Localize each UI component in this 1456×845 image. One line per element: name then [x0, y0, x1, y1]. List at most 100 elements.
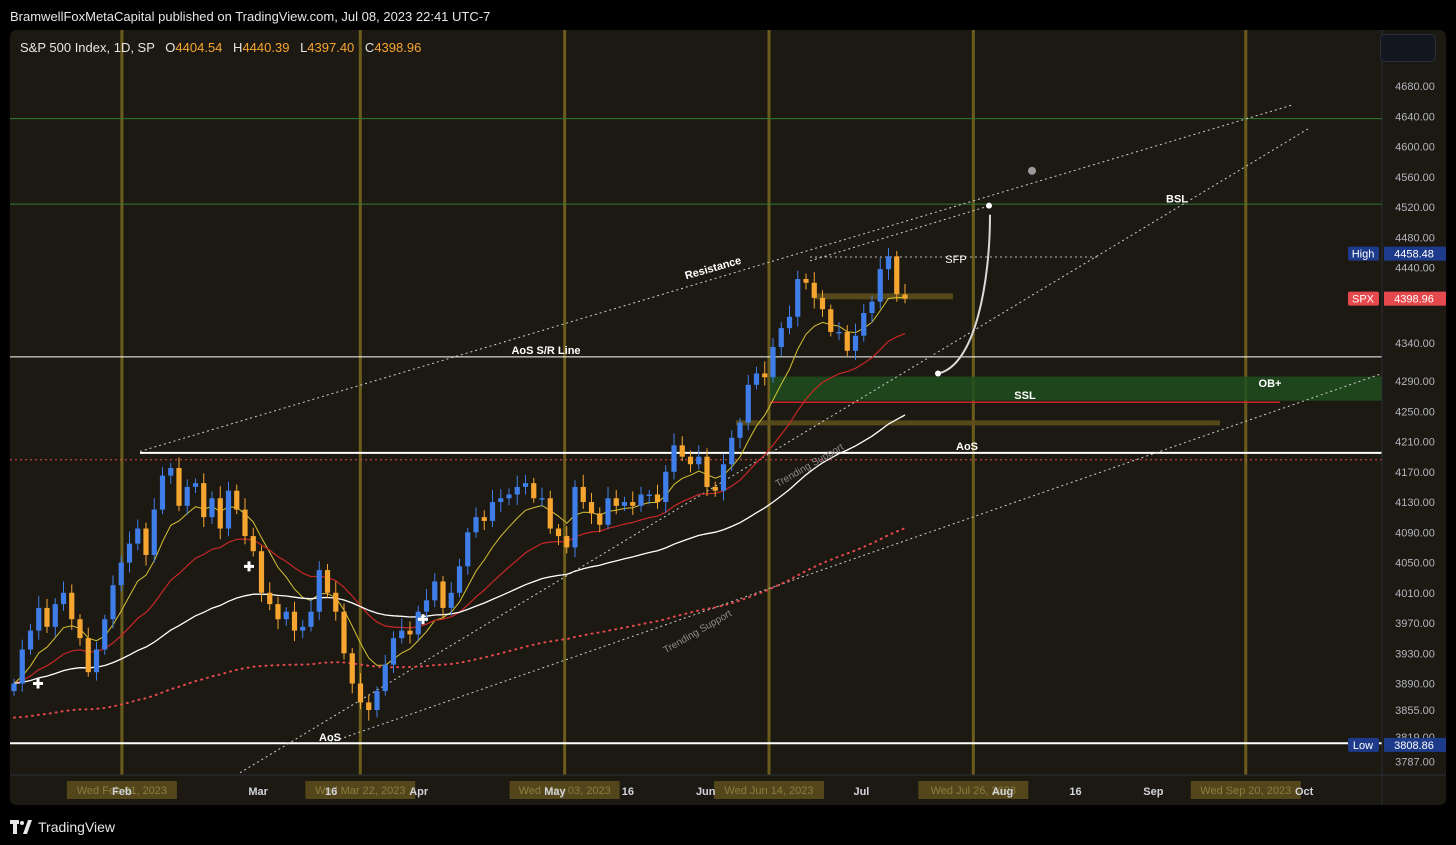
chart-menu-button[interactable] — [1380, 34, 1436, 62]
candle-body — [242, 509, 248, 537]
price-tag-name-box — [1348, 737, 1379, 752]
trendlines — [139, 104, 1383, 774]
candle-body — [192, 483, 199, 487]
projection-target-dot — [986, 202, 992, 209]
candle-body — [201, 483, 207, 518]
price-tick-label: 4170.00 — [1395, 467, 1435, 479]
high-value: 4440.39 — [242, 40, 290, 55]
candle-body — [539, 498, 545, 500]
candle-body — [283, 611, 289, 620]
price-tick-label: 4050.00 — [1395, 558, 1435, 570]
chart-panel[interactable]: BSL AoS S/R Line AoS SSL SFP OB+ AoS Resistance… — [10, 30, 1446, 805]
candle-body — [333, 592, 339, 612]
candle-body — [151, 509, 157, 555]
candle-body — [580, 486, 586, 503]
time-tick-label: Sep — [1143, 786, 1163, 798]
candle-body — [506, 494, 512, 499]
price-tag-box — [1384, 246, 1446, 261]
chart-canvas[interactable]: BSL AoS S/R Line AoS SSL SFP OB+ AoS Resistance… — [10, 30, 1446, 805]
candle-body — [531, 483, 537, 499]
candle-body — [630, 502, 636, 506]
candle-body — [143, 528, 149, 555]
candle-body — [19, 649, 25, 684]
candle-body — [93, 649, 100, 673]
candle-body — [234, 490, 240, 510]
candle-body — [399, 630, 405, 639]
candle-body — [654, 494, 661, 503]
time-tick-label: Apr — [409, 786, 429, 798]
candle-body — [159, 475, 166, 510]
candle-body — [720, 464, 727, 491]
candle-body — [737, 422, 743, 438]
candle-body — [638, 494, 644, 506]
candle-body — [300, 626, 306, 631]
price-tag-box — [1384, 291, 1446, 306]
candle-body — [316, 570, 322, 612]
candle-body — [407, 630, 413, 635]
candle-body — [52, 604, 58, 627]
candle-body — [877, 269, 883, 302]
candle-body — [415, 611, 421, 635]
candle-body — [374, 691, 380, 710]
candle-body — [176, 468, 182, 506]
candle-body — [69, 592, 75, 620]
resistance-trendline — [139, 104, 1293, 452]
time-tick-label: Jun — [696, 786, 716, 798]
moving-averages — [13, 296, 906, 719]
open-key: O — [165, 40, 176, 55]
price-tick-label: 4480.00 — [1395, 232, 1435, 244]
price-tag-name-box — [1348, 291, 1379, 306]
price-tick-label: 3855.00 — [1395, 705, 1435, 717]
candle-body — [217, 498, 223, 529]
price-tick-label: 3970.00 — [1395, 618, 1435, 630]
bsl-label: BSL — [1166, 194, 1188, 206]
price-tick-label: 3890.00 — [1395, 679, 1435, 691]
candle-body — [341, 611, 347, 654]
time-tick-label: Feb — [112, 786, 132, 798]
candle-body — [44, 607, 50, 627]
price-tick-label: 4090.00 — [1395, 527, 1435, 539]
footer-brand: TradingView — [10, 819, 115, 835]
candle-body — [745, 384, 751, 423]
symbol-label: S&P 500 Index, 1D, SP — [20, 40, 155, 55]
candle-body — [828, 309, 834, 332]
price-tick-label: 4560.00 — [1395, 172, 1435, 184]
resistance-label: Resistance — [684, 255, 743, 283]
ema-fast-line — [13, 296, 906, 684]
projection-arrow — [937, 214, 991, 375]
price-tag-name: High — [1352, 249, 1375, 261]
candle-body — [621, 502, 628, 506]
candle-body — [671, 445, 677, 472]
candle-body — [36, 607, 42, 631]
candle-body — [572, 486, 578, 548]
aos-sr-label: AoS S/R Line — [511, 345, 580, 357]
time-tick-label: 16 — [1069, 786, 1081, 798]
candle-body — [168, 468, 174, 476]
candle-body — [357, 683, 364, 703]
highlight-date-label: Wed Jun 14, 2023 — [724, 785, 813, 797]
candle-body — [704, 456, 710, 487]
candle-body — [489, 502, 496, 521]
candle-body — [597, 513, 603, 525]
ssl-label: SSL — [1014, 390, 1036, 402]
trending-support-shallow — [329, 373, 1383, 743]
candle-body — [514, 486, 520, 495]
candle-body — [465, 532, 471, 567]
aos-label: AoS — [956, 441, 978, 453]
candle-body — [712, 486, 718, 491]
candle-body — [267, 592, 273, 605]
time-tick-label: 16 — [622, 786, 634, 798]
close-key: C — [364, 40, 375, 55]
highlight-date-label: Wed May 03, 2023 — [519, 785, 611, 797]
candle-body — [836, 331, 842, 334]
sfp-label: SFP — [945, 254, 966, 266]
price-tag-name: SPX — [1352, 294, 1375, 306]
price-tick-label: 4130.00 — [1395, 497, 1435, 509]
candle-body — [885, 256, 892, 270]
candle-body — [613, 498, 619, 506]
candle-body — [135, 528, 141, 544]
price-tick-label: 4680.00 — [1395, 81, 1435, 93]
price-tick-label: 4210.00 — [1395, 437, 1435, 449]
cross-marker-icon — [418, 614, 428, 625]
candle-body — [102, 619, 108, 650]
